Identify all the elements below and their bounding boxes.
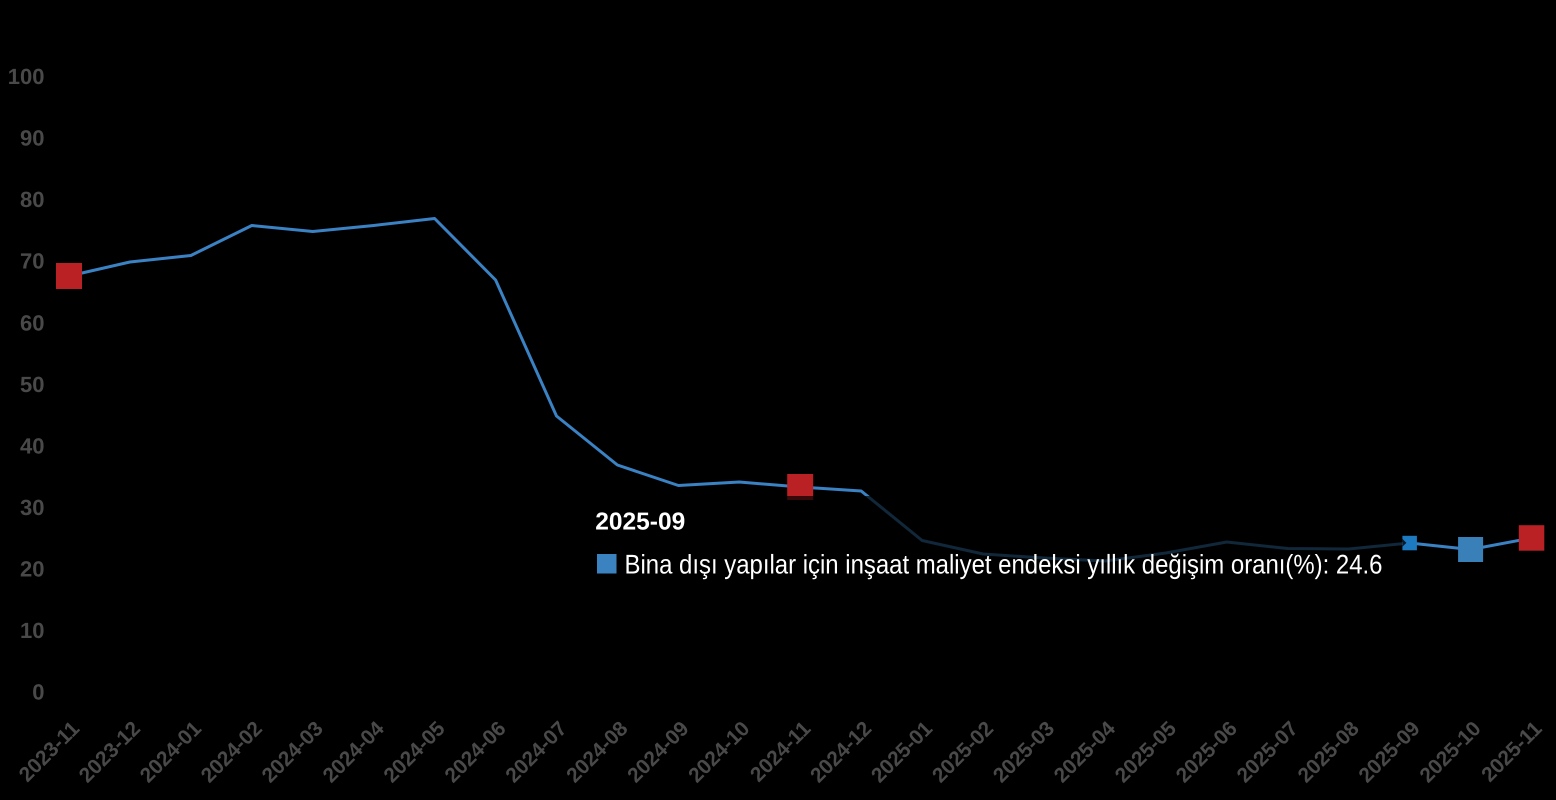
svg-text:40: 40 xyxy=(20,433,44,458)
svg-text:0: 0 xyxy=(32,680,44,705)
svg-text:30: 30 xyxy=(20,495,44,520)
svg-text:100: 100 xyxy=(8,64,45,89)
svg-text:80: 80 xyxy=(20,187,44,212)
svg-text:20: 20 xyxy=(20,556,44,581)
svg-text:Bina dışı yapılar için inşaat: Bina dışı yapılar için inşaat maliyet en… xyxy=(625,550,1383,580)
svg-text:70: 70 xyxy=(20,249,44,274)
svg-text:90: 90 xyxy=(20,126,44,151)
svg-text:50: 50 xyxy=(20,372,44,397)
svg-text:10: 10 xyxy=(20,618,44,643)
svg-text:2025-09: 2025-09 xyxy=(595,509,685,536)
svg-text:60: 60 xyxy=(20,310,44,335)
